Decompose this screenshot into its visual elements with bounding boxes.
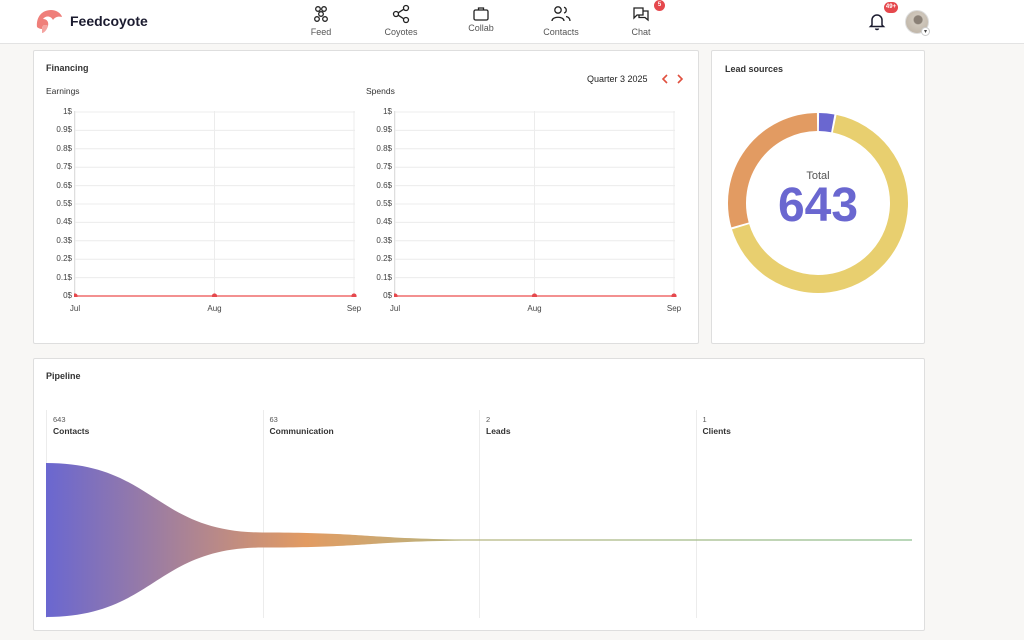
nav-feed-label: Feed (310, 27, 332, 37)
spends-y-tick-label: 0.1$ (376, 272, 392, 282)
share-icon (392, 4, 410, 24)
spends-plot (394, 111, 677, 297)
earnings-y-tick-label: 0.1$ (56, 272, 72, 282)
pipeline-title: Pipeline (46, 371, 81, 381)
spends-y-tick-label: 0.6$ (376, 180, 392, 190)
earnings-y-tick-label: 1$ (63, 107, 72, 116)
pipeline-stage-divider (479, 410, 480, 618)
pipeline-funnel-shape (46, 463, 912, 617)
earnings-data-point (74, 293, 78, 297)
notifications-badge: 49+ (884, 2, 898, 13)
spends-y-tick-label: 0.2$ (376, 254, 392, 264)
donut-slice-0[interactable] (818, 113, 835, 133)
pipeline-stage-count: 2 (486, 415, 491, 424)
spends-data-point (671, 293, 677, 297)
chat-icon (633, 7, 649, 22)
bell-icon[interactable] (866, 10, 888, 32)
pipeline-stage-count: 643 (53, 415, 66, 424)
earnings-x-tick-label: Sep (346, 304, 362, 313)
earnings-y-tick-label: 0$ (63, 291, 72, 300)
lead-sources-donut (728, 113, 908, 293)
chat-badge: 5 (654, 0, 665, 11)
nav-collab-label: Collab (468, 23, 494, 33)
earnings-y-tick-label: 0.5$ (56, 199, 72, 208)
spends-x-tick-label: Jul (389, 304, 401, 313)
spends-x-tick-label: Aug (527, 304, 542, 313)
lead-sources-title: Lead sources (725, 64, 784, 74)
nav-chat[interactable]: Chat (611, 4, 671, 37)
earnings-y-tick-label: 0.9$ (56, 125, 72, 135)
brand-logo[interactable]: Feedcoyote (34, 6, 148, 36)
earnings-data-point (351, 293, 357, 297)
chevron-left-icon[interactable] (659, 73, 671, 85)
spends-data-point (394, 293, 398, 297)
nav-feed[interactable]: Feed (291, 4, 351, 37)
pipeline-stage-count: 63 (269, 415, 278, 424)
top-navigation-bar: Feedcoyote Feed Coyotes Collab Contacts … (0, 0, 1024, 44)
spends-chart-title: Spends (366, 86, 395, 96)
donut-total-label: Total (806, 170, 830, 182)
earnings-data-point (211, 293, 218, 297)
earnings-y-tick-label: 0.4$ (56, 217, 72, 227)
spends-y-tick-label: 0.9$ (376, 125, 392, 135)
pipeline-stage-name: Clients (702, 426, 731, 436)
chevron-down-icon[interactable]: ▾ (921, 27, 930, 36)
brand-name: Feedcoyote (70, 13, 148, 29)
spends-x-tick-label: Sep (666, 304, 682, 313)
pipeline-funnel (46, 463, 912, 617)
coyote-logo-icon (36, 10, 62, 33)
spends-y-tick-label: 0.7$ (376, 162, 392, 172)
earnings-y-tick-label: 0.3$ (56, 235, 72, 245)
nav-collab[interactable]: Collab (451, 4, 511, 33)
chevron-right-icon[interactable] (674, 73, 686, 85)
earnings-x-tick-label: Aug (207, 304, 222, 313)
pipeline-stage-count: 1 (702, 415, 707, 424)
spends-y-tick-label: 0$ (383, 291, 392, 300)
spends-y-tick-label: 0.3$ (376, 235, 392, 245)
financing-card (33, 50, 699, 344)
earnings-plot (74, 111, 357, 297)
earnings-y-tick-label: 0.6$ (56, 180, 72, 190)
nav-contacts[interactable]: Contacts (531, 4, 591, 37)
donut-total-value: 643 (777, 179, 859, 232)
pipeline-stage-name: Communication (269, 426, 334, 436)
pipeline-stage-divider (262, 410, 264, 618)
earnings-chart-title: Earnings (46, 86, 80, 96)
nav-coyotes[interactable]: Coyotes (371, 4, 431, 37)
spends-y-tick-label: 0.5$ (376, 199, 392, 208)
donut-slice-1[interactable] (731, 114, 908, 293)
spends-y-tick-label: 0.8$ (376, 143, 392, 153)
quarter-label: Quarter 3 2025 (587, 74, 648, 84)
spends-y-tick-label: 1$ (383, 107, 392, 116)
pipeline-stage-name: Contacts (53, 426, 90, 436)
spends-data-point (531, 293, 538, 297)
briefcase-icon (473, 7, 489, 21)
earnings-x-tick-label: Jul (69, 304, 81, 313)
nav-chat-label: Chat (631, 27, 651, 37)
lead-sources-card (711, 50, 925, 344)
donut-slice-2[interactable] (728, 113, 818, 228)
users-icon (551, 6, 571, 22)
financing-title: Financing (46, 63, 89, 73)
earnings-y-tick-label: 0.8$ (56, 143, 72, 153)
pipeline-stage-name: Leads (486, 426, 511, 436)
earnings-y-tick-label: 0.7$ (56, 162, 72, 172)
pipeline-stage-divider (695, 410, 697, 618)
nav-contacts-label: Contacts (543, 27, 579, 37)
spends-y-tick-label: 0.4$ (376, 217, 392, 227)
earnings-y-tick-label: 0.2$ (56, 254, 72, 264)
feed-icon (314, 6, 328, 22)
nav-coyotes-label: Coyotes (384, 27, 418, 37)
